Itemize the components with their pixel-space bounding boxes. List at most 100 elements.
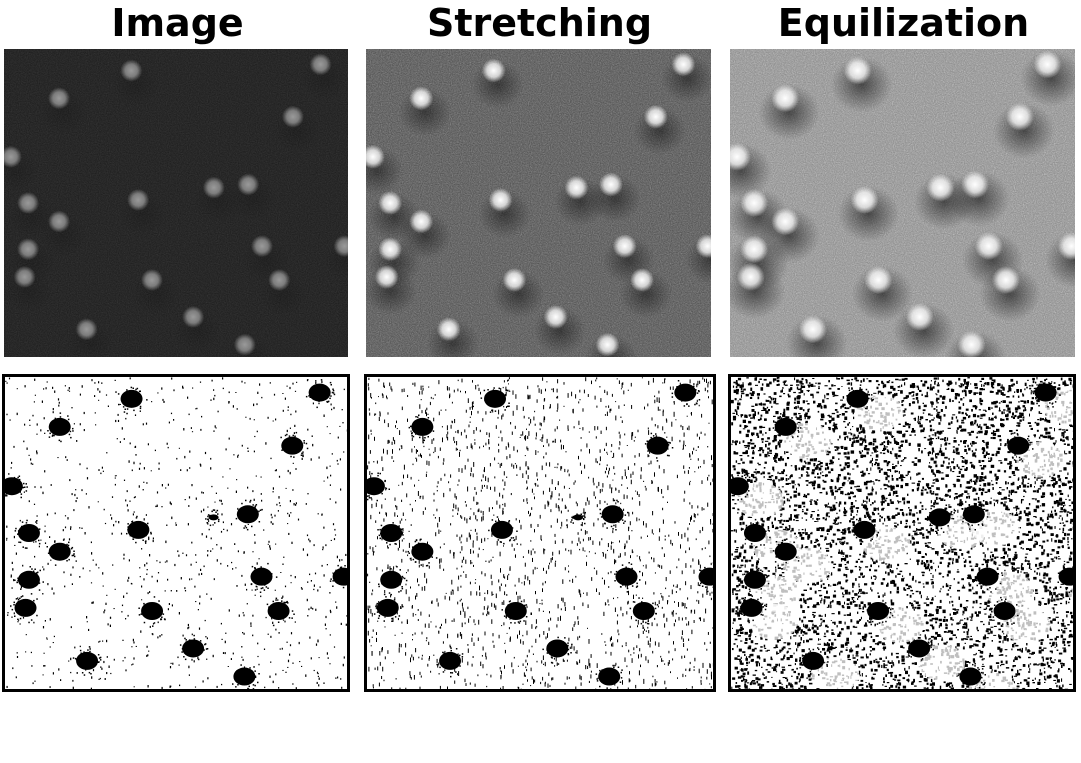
bright-spot (374, 264, 399, 289)
dark-spot (570, 511, 586, 526)
bright-spot (771, 84, 800, 113)
bright-spot (957, 330, 986, 357)
dark-spot (867, 602, 894, 626)
dark-spot (846, 384, 874, 410)
dark-spot (671, 380, 701, 407)
dark-spot (367, 472, 390, 502)
dark-spot (1004, 432, 1034, 462)
dark-spot (11, 595, 38, 624)
dark-spot (480, 387, 510, 413)
stretched-threshold-panel (364, 374, 716, 692)
bright-spot (127, 188, 150, 211)
bright-spot (740, 235, 769, 264)
bright-spot (4, 145, 22, 168)
dark-spot (266, 597, 295, 627)
bright-spot (905, 302, 934, 331)
dark-spot (126, 515, 152, 544)
dark-spot (280, 431, 309, 458)
dark-spot (46, 539, 76, 566)
bright-spot (75, 318, 98, 341)
bright-spot (1005, 102, 1034, 131)
dark-spot (852, 516, 880, 543)
dark-spot (772, 538, 800, 564)
dark-spot (737, 595, 768, 624)
dark-spot (117, 386, 148, 415)
dark-spot (731, 472, 751, 501)
bright-spot (736, 262, 765, 291)
title-image: Image (111, 1, 244, 45)
dark-spot (179, 634, 209, 661)
bright-spot (13, 265, 36, 288)
dark-spot (743, 518, 771, 549)
bright-spot (481, 58, 506, 83)
dark-spot (501, 600, 532, 624)
dark-spot (1057, 563, 1073, 593)
bright-spot (436, 317, 461, 342)
dark-spot (14, 566, 44, 595)
bright-spot (251, 235, 273, 258)
equalized-image-panel (730, 49, 1075, 357)
bright-spot (671, 52, 696, 77)
dark-spot (378, 566, 408, 596)
dark-spot (373, 593, 404, 622)
bright-spot (695, 234, 711, 259)
bright-spot (1033, 50, 1062, 79)
bright-spot (333, 235, 348, 258)
dark-spot (377, 522, 404, 549)
dark-spot (989, 596, 1019, 626)
bright-spot (17, 238, 40, 261)
bright-spot (17, 192, 40, 214)
bright-spot (740, 189, 769, 217)
dark-spot (961, 501, 989, 531)
dark-spot (232, 664, 260, 689)
bright-spot (730, 142, 751, 171)
dark-spot (800, 647, 829, 676)
bright-spot (630, 268, 654, 292)
bright-spot (140, 269, 163, 291)
dark-spot (542, 636, 573, 665)
bright-spot (598, 172, 623, 197)
bright-spot (48, 87, 71, 110)
bright-spot (488, 187, 513, 212)
bright-spot (843, 56, 872, 85)
dark-spot (1030, 378, 1061, 408)
bright-spot (564, 175, 589, 200)
dark-spot (927, 504, 955, 534)
bright-spot (268, 269, 291, 291)
dark-spot (958, 661, 986, 689)
title-stretching: Stretching (426, 1, 653, 45)
bright-spot (120, 59, 143, 82)
bright-spot (502, 268, 527, 292)
dark-spot (305, 379, 336, 409)
bright-spot (309, 53, 332, 76)
bright-spot (237, 173, 260, 196)
stretched-image-panel (366, 49, 711, 357)
dark-spot (488, 516, 518, 545)
bright-spot (771, 207, 800, 236)
bright-spot (850, 185, 879, 214)
dark-spot (235, 499, 263, 531)
equalized-threshold-panel (728, 374, 1076, 692)
bright-spot (1057, 232, 1075, 261)
dark-spot (599, 499, 629, 531)
bright-spot (409, 86, 434, 111)
bright-spot (378, 191, 403, 215)
dark-spot (436, 646, 464, 678)
bright-spot (643, 104, 668, 129)
bright-spot (409, 209, 434, 234)
bright-spot (543, 304, 568, 329)
bright-spot (378, 237, 403, 262)
dark-spot (698, 562, 713, 593)
bright-spot (233, 333, 256, 356)
dark-spot (14, 519, 41, 549)
dark-spot (740, 567, 770, 595)
dark-spot (138, 596, 166, 627)
bright-spot (864, 266, 893, 294)
dark-spot (47, 412, 74, 443)
bright-spot (281, 105, 304, 128)
dark-spot (5, 475, 28, 499)
dark-spot (906, 636, 934, 661)
original-threshold-panel (2, 374, 350, 692)
dark-spot (250, 562, 278, 593)
bright-spot (798, 315, 827, 344)
